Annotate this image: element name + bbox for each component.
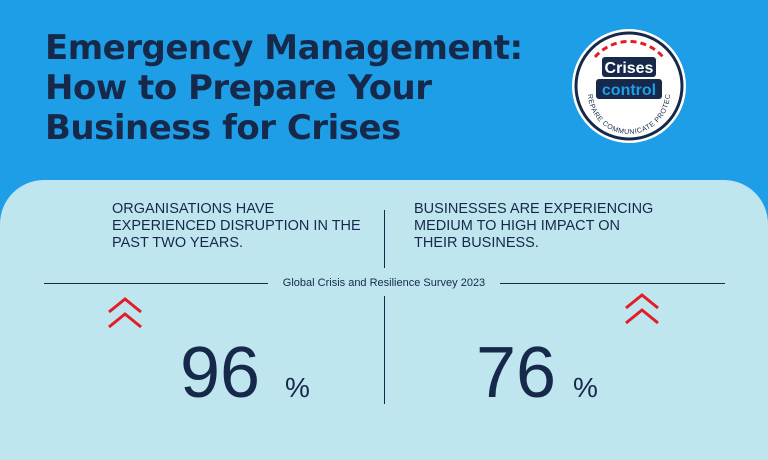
title-line: Business for Crises <box>45 108 401 148</box>
title-line: How to Prepare Your <box>45 68 432 108</box>
stat-value-left: 96 <box>180 333 261 413</box>
column-divider <box>384 210 385 268</box>
stat-line: MEDIUM TO HIGH IMPACT ON <box>414 218 620 234</box>
double-chevron-up-icon <box>625 293 659 325</box>
stat-line: ORGANISATIONS HAVE <box>112 201 275 217</box>
double-chevron-up-icon <box>108 297 142 329</box>
survey-source: Global Crisis and Resilience Survey 2023 <box>282 277 486 289</box>
crises-control-logo: Crises control PREPARE COMMUNICATE PROTE… <box>570 27 686 143</box>
page-title: Emergency Management: How to Prepare You… <box>45 28 523 148</box>
source-rule-left <box>44 283 268 284</box>
stat-value-right: 76 <box>476 333 557 413</box>
title-line: Emergency Management: <box>45 28 523 68</box>
stat-unit-right: % <box>573 372 598 403</box>
stat-line: THEIR BUSINESS. <box>414 235 539 251</box>
stat-line: BUSINESSES ARE EXPERIENCING <box>414 201 654 217</box>
svg-text:Crises: Crises <box>605 60 654 77</box>
stat-description-left: ORGANISATIONS HAVE EXPERIENCED DISRUPTIO… <box>112 201 361 252</box>
logo-wordmark: Crises control <box>596 57 662 99</box>
source-rule-right <box>500 283 725 284</box>
stat-line: PAST TWO YEARS. <box>112 235 244 251</box>
column-divider <box>384 296 385 404</box>
stat-unit-left: % <box>285 372 310 403</box>
svg-text:control: control <box>602 82 656 99</box>
stat-line: EXPERIENCED DISRUPTION IN THE <box>112 218 361 234</box>
stat-description-right: BUSINESSES ARE EXPERIENCING MEDIUM TO HI… <box>414 201 653 252</box>
